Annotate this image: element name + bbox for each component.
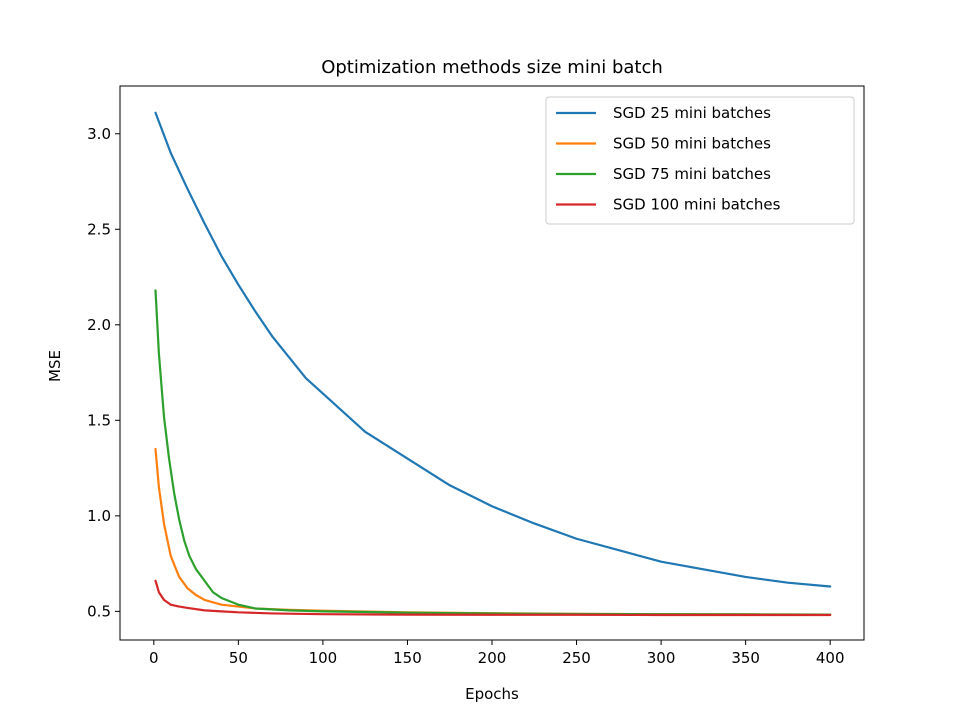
y-axis-label: MSE: [46, 350, 64, 382]
x-tick-label: 350: [731, 649, 760, 667]
chart-title: Optimization methods size mini batch: [321, 57, 663, 78]
x-axis: 0 50 100 150 200 250 300 350 400: [149, 640, 845, 667]
legend-label-4: SGD 100 mini batches: [613, 196, 781, 214]
legend-label-3: SGD 75 mini batches: [613, 165, 771, 183]
x-tick-label: 250: [562, 649, 591, 667]
legend-label-1: SGD 25 mini batches: [613, 104, 771, 122]
y-tick-label: 1.0: [87, 507, 111, 525]
legend-box: [545, 96, 855, 225]
x-tick-label: 150: [393, 649, 422, 667]
y-tick-label: 2.5: [87, 220, 111, 238]
series-line-4: [154, 579, 832, 617]
x-tick-label: 400: [816, 649, 845, 667]
y-tick-label: 3.0: [87, 125, 111, 143]
x-tick-label: 0: [149, 649, 159, 667]
x-tick-label: 300: [647, 649, 676, 667]
y-axis: 0.5 1.0 1.5 2.0 2.5 3.0: [87, 125, 120, 620]
legend-label-2: SGD 50 mini batches: [613, 135, 771, 153]
legend: SGD 25 mini batches SGD 50 mini batches SG…: [545, 96, 855, 225]
y-tick-label: 2.0: [87, 316, 111, 334]
series-line-1: [154, 111, 832, 588]
y-tick-label: 1.5: [87, 411, 111, 429]
series-layer: [154, 111, 832, 617]
y-tick-label: 0.5: [87, 602, 111, 620]
x-tick-label: 50: [229, 649, 248, 667]
x-axis-label: Epochs: [465, 685, 519, 703]
x-tick-label: 100: [309, 649, 338, 667]
x-tick-label: 200: [478, 649, 507, 667]
